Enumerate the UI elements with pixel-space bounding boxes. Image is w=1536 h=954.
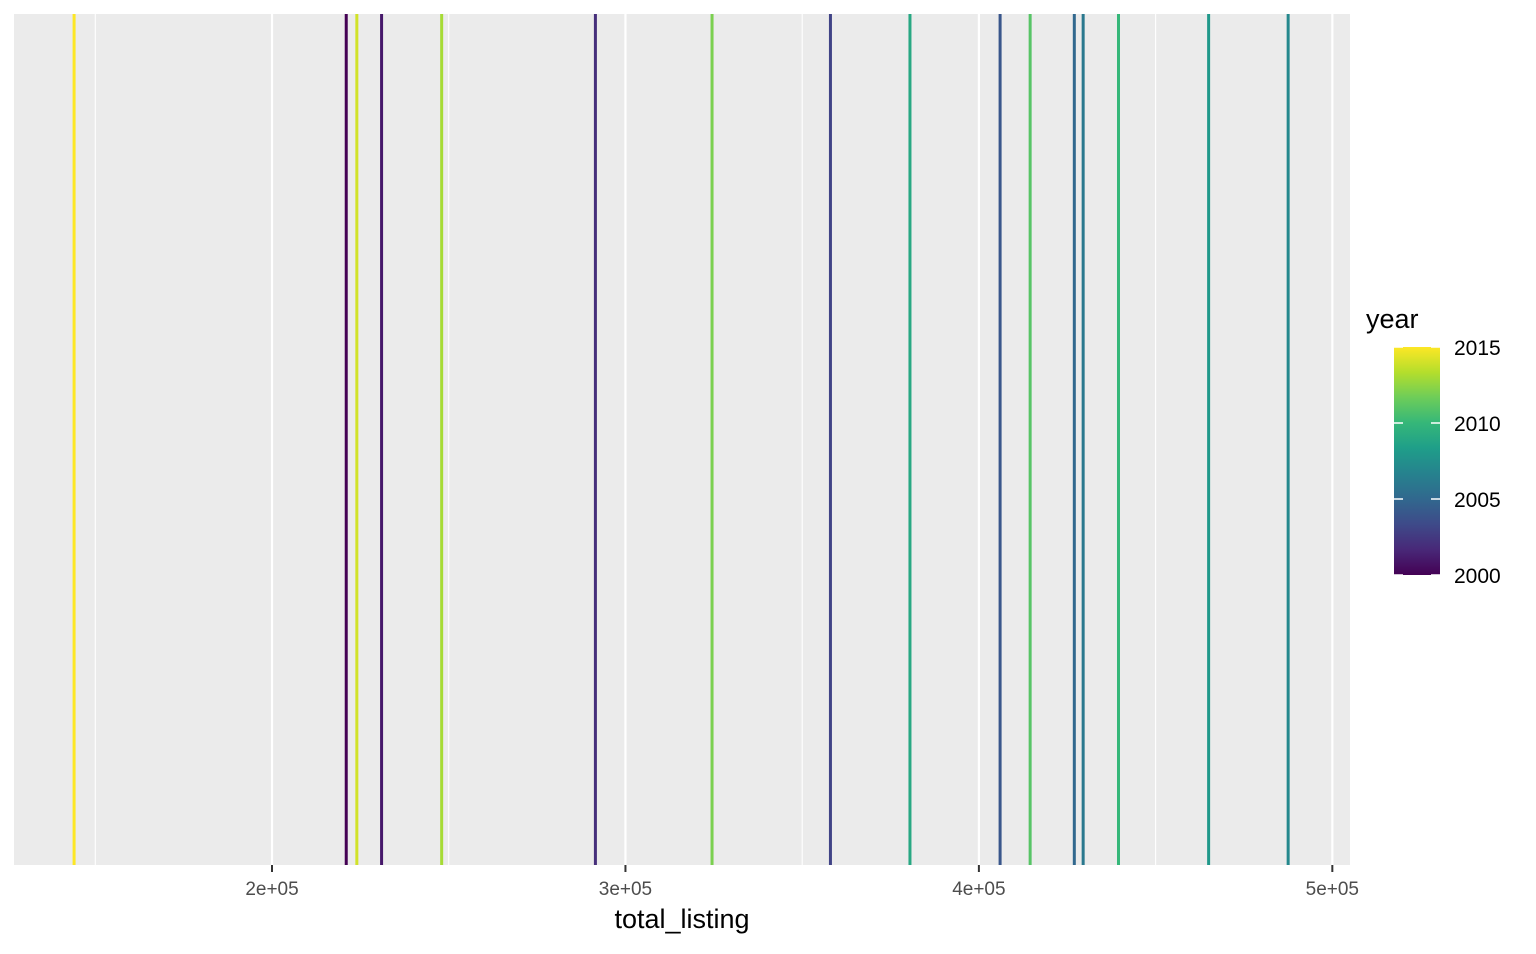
legend-tick-label: 2015 bbox=[1454, 337, 1501, 360]
legend-ticks: 2000 2005 2010 2015 bbox=[1394, 337, 1501, 588]
legend-tick-label: 2010 bbox=[1454, 413, 1501, 436]
legend: year 2000 2005 2010 2015 bbox=[1366, 304, 1501, 588]
legend-tick-label: 2000 bbox=[1454, 565, 1501, 588]
x-tick-label: 3e+05 bbox=[599, 879, 652, 900]
grid bbox=[94, 14, 1334, 865]
plot-panel bbox=[14, 14, 1350, 865]
x-tick-label: 4e+05 bbox=[952, 879, 1005, 900]
x-axis: 2e+05 3e+05 4e+05 5e+05 bbox=[245, 865, 1359, 900]
x-tick-label: 2e+05 bbox=[245, 879, 298, 900]
x-axis-title: total_listing bbox=[614, 904, 749, 934]
legend-title: year bbox=[1366, 304, 1419, 334]
rug-marks bbox=[72, 14, 1290, 865]
legend-colorbar bbox=[1394, 347, 1440, 575]
legend-tick-label: 2005 bbox=[1454, 489, 1501, 512]
x-tick-label: 5e+05 bbox=[1306, 879, 1359, 900]
